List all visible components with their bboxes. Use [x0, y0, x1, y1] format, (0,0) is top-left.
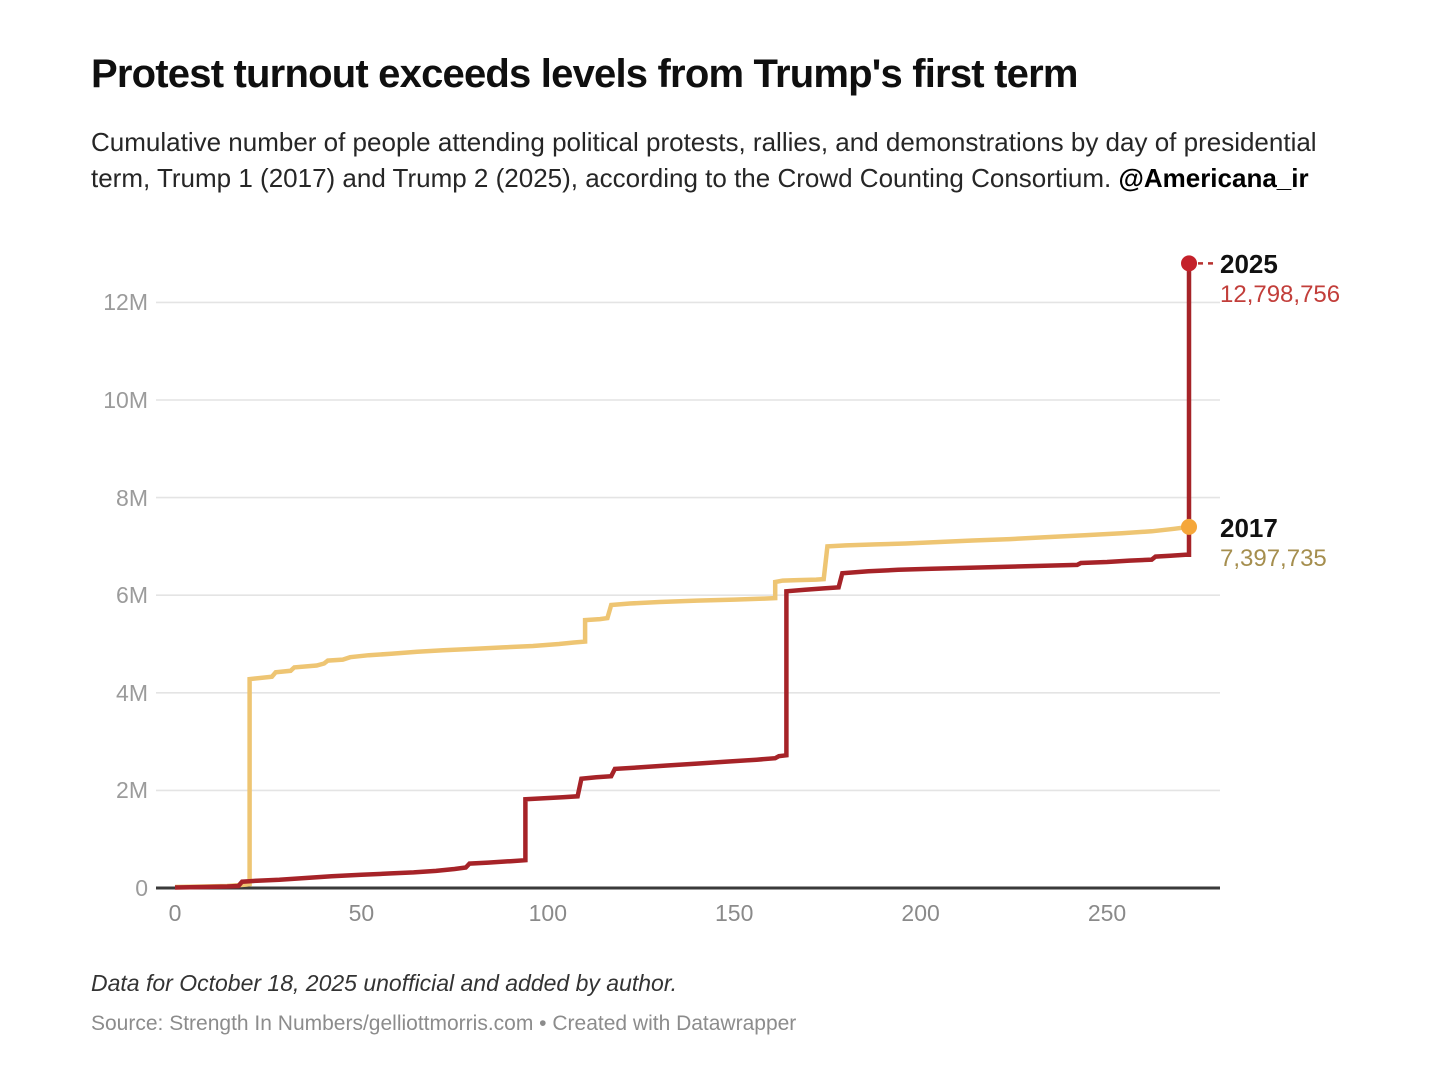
- y-tick-label-8M: 8M: [116, 484, 148, 511]
- x-tick-label-0: 0: [168, 900, 182, 926]
- x-tick-label-150: 150: [715, 900, 754, 926]
- x-tick-label-50: 50: [348, 900, 375, 926]
- annotation-2025: 2025 12,798,756: [1220, 249, 1340, 310]
- author-handle: @Americana_ir: [1118, 163, 1309, 193]
- chart-subtitle: Cumulative number of people attending po…: [91, 124, 1336, 196]
- y-tick-label-2M: 2M: [116, 777, 148, 804]
- data-note: Data for October 18, 2025 unofficial and…: [91, 970, 678, 996]
- x-tick-label-200: 200: [901, 900, 940, 926]
- subtitle-text: Cumulative number of people attending po…: [91, 127, 1317, 193]
- annotation-2025-label: 2025: [1220, 249, 1278, 279]
- annotation-2025-value: 12,798,756: [1220, 281, 1341, 308]
- y-tick-label-4M: 4M: [116, 679, 148, 706]
- chart-title: Protest turnout exceeds levels from Trum…: [91, 52, 1078, 96]
- line-2025: [174, 263, 1192, 890]
- endpoint-dot-2017: [1181, 518, 1198, 535]
- x-tick-label-250: 250: [1087, 900, 1127, 926]
- line-2017: [174, 524, 1190, 890]
- y-tick-label-12M: 12M: [103, 289, 148, 316]
- source-line: Source: Strength In Numbers/gelliottmorr…: [91, 1012, 797, 1035]
- endpoint-dot-2025: [1181, 255, 1198, 272]
- y-tick-label-10M: 10M: [103, 387, 148, 413]
- annotation-2017-label: 2017: [1220, 513, 1278, 543]
- annotation-2017: 2017 7,397,735: [1220, 513, 1327, 574]
- y-tick-label-0: 0: [135, 875, 148, 901]
- x-tick-label-100: 100: [528, 900, 567, 926]
- annotation-2017-value: 7,397,735: [1220, 545, 1327, 572]
- y-tick-label-6M: 6M: [116, 582, 148, 609]
